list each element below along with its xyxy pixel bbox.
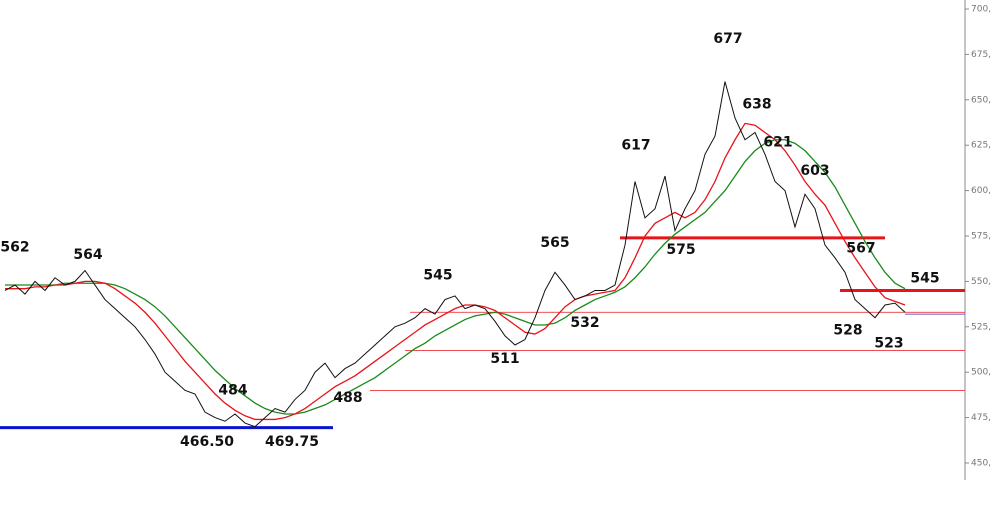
price-annotation: 532 bbox=[570, 315, 599, 331]
y-tick-label: 500, bbox=[971, 368, 991, 378]
price-annotation: 469.75 bbox=[265, 434, 319, 450]
price-annotation: 617 bbox=[621, 138, 650, 154]
y-tick-label: 475, bbox=[971, 413, 991, 423]
y-tick-label: 450, bbox=[971, 459, 991, 469]
y-tick-label: 600, bbox=[971, 186, 991, 196]
price-annotation: 545 bbox=[910, 270, 939, 286]
y-tick-label: 525, bbox=[971, 322, 991, 332]
price-annotation: 488 bbox=[333, 390, 362, 406]
moving-average bbox=[5, 122, 906, 421]
price-annotation: 638 bbox=[742, 97, 771, 113]
price-annotation: 603 bbox=[800, 163, 829, 179]
price-line bbox=[4, 81, 906, 428]
price-annotation: 677 bbox=[713, 31, 742, 47]
y-tick-label: 550, bbox=[971, 277, 991, 287]
price-annotation: 567 bbox=[846, 241, 875, 257]
y-tick-label: 700, bbox=[971, 5, 991, 15]
price-annotation: 562 bbox=[0, 240, 29, 256]
y-tick-label: 575, bbox=[971, 232, 991, 242]
price-annotation: 523 bbox=[874, 335, 903, 351]
price-annotation: 484 bbox=[218, 382, 247, 398]
price-annotation: 621 bbox=[763, 134, 792, 150]
moving-average bbox=[5, 139, 906, 415]
y-tick-label: 625, bbox=[971, 141, 991, 151]
price-annotation: 564 bbox=[73, 247, 102, 263]
price-annotation: 575 bbox=[666, 242, 695, 258]
y-tick-label: 675, bbox=[971, 50, 991, 60]
price-annotation: 545 bbox=[423, 267, 452, 283]
price-annotation: 511 bbox=[490, 351, 519, 367]
price-annotation: 528 bbox=[833, 322, 862, 338]
price-annotation: 466.50 bbox=[180, 434, 234, 450]
y-tick-label: 650, bbox=[971, 95, 991, 105]
price-annotation: 565 bbox=[540, 235, 569, 251]
